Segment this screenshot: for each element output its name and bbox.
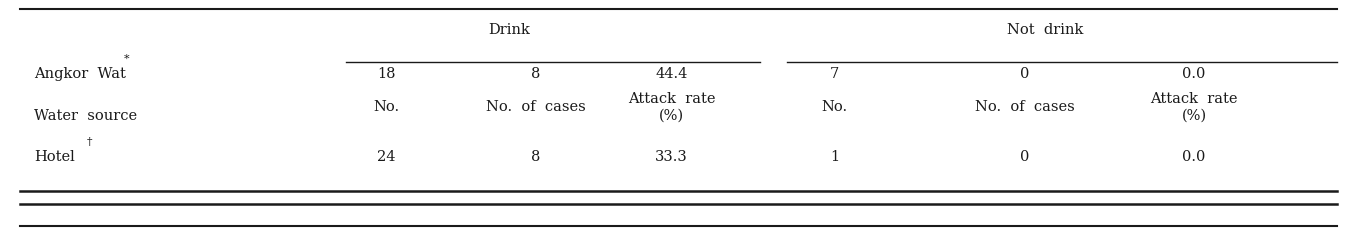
Text: 1: 1 [830, 150, 839, 164]
Text: †: † [87, 137, 92, 147]
Text: Water  source: Water source [34, 109, 137, 122]
Text: No.: No. [821, 100, 848, 114]
Text: 0.0: 0.0 [1182, 150, 1206, 164]
Text: 8: 8 [532, 67, 540, 81]
Text: No.: No. [373, 100, 400, 114]
Text: 44.4: 44.4 [655, 67, 688, 81]
Text: Hotel: Hotel [34, 150, 75, 164]
Text: 0.0: 0.0 [1182, 67, 1206, 81]
Text: 18: 18 [377, 67, 396, 81]
Text: 24: 24 [377, 150, 396, 164]
Text: Angkor  Wat: Angkor Wat [34, 67, 126, 81]
Text: 0: 0 [1020, 150, 1029, 164]
Text: Not  drink: Not drink [1007, 23, 1083, 37]
Text: 7: 7 [830, 67, 839, 81]
Text: 0: 0 [1020, 67, 1029, 81]
Text: Attack  rate
(%): Attack rate (%) [628, 92, 715, 123]
Text: *: * [123, 54, 129, 64]
Text: 8: 8 [532, 150, 540, 164]
Text: No.  of  cases: No. of cases [486, 100, 586, 114]
Text: Attack  rate
(%): Attack rate (%) [1151, 92, 1238, 123]
Text: No.  of  cases: No. of cases [974, 100, 1075, 114]
Text: 33.3: 33.3 [655, 150, 688, 164]
Text: Drink: Drink [489, 23, 529, 37]
